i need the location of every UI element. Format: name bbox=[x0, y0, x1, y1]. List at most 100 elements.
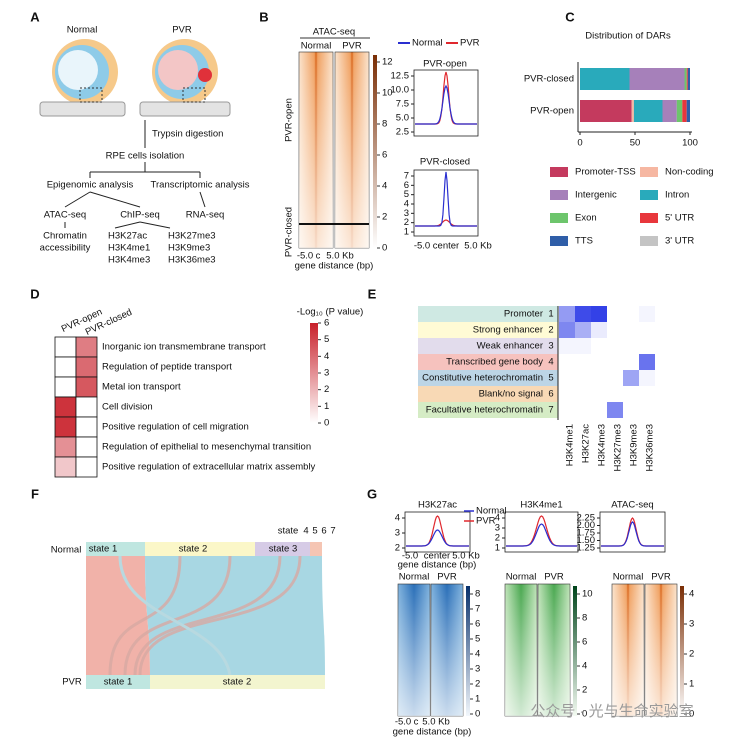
heat-cell bbox=[607, 370, 623, 386]
bar-segment bbox=[682, 100, 687, 122]
state-label: Transcribed gene body bbox=[446, 357, 543, 368]
watermark: 公众号 · 光与生命实验室 bbox=[530, 702, 693, 720]
heat-cell bbox=[623, 354, 639, 370]
state-label: state 3 bbox=[269, 544, 298, 555]
colorbar-tick-label: 6 bbox=[324, 318, 329, 329]
state-number: 5 bbox=[548, 373, 553, 384]
heat-cell bbox=[559, 370, 575, 386]
y-tick-label: 3 bbox=[404, 208, 409, 219]
legend-swatch bbox=[640, 213, 658, 223]
state-number: 5 bbox=[312, 526, 317, 537]
state-label: Promoter bbox=[504, 309, 543, 320]
colorbar bbox=[310, 323, 318, 423]
legend-label: 5' UTR bbox=[665, 213, 694, 224]
column-label: H3K36me3 bbox=[645, 424, 656, 472]
column-label: H3K27ac bbox=[581, 424, 592, 463]
bar-segment bbox=[687, 68, 690, 90]
y-tick-label: 2 bbox=[495, 533, 500, 544]
profile-curve bbox=[415, 84, 477, 125]
heat-cell bbox=[575, 338, 591, 354]
y-tick-label: 2 bbox=[395, 543, 400, 554]
flow-strand bbox=[123, 555, 232, 676]
colorbar-tick-label: 10 bbox=[582, 589, 593, 600]
column-label: PVR bbox=[544, 572, 564, 583]
flow bbox=[86, 556, 150, 675]
profile-frame bbox=[413, 69, 479, 137]
label: gene distance (bp) bbox=[295, 261, 374, 272]
profile-curve bbox=[406, 529, 469, 547]
column-label: H3K27me3 bbox=[613, 424, 624, 472]
heat-cell bbox=[75, 436, 98, 458]
state-number: 1 bbox=[548, 309, 553, 320]
bar-segment bbox=[633, 100, 663, 122]
y-tick-label: 4 bbox=[395, 513, 400, 524]
state-band bbox=[418, 322, 558, 338]
heat-cell bbox=[591, 354, 607, 370]
label: -5.0 bbox=[395, 717, 411, 728]
y-tick-label: 4 bbox=[495, 513, 500, 524]
legend-swatch bbox=[550, 236, 568, 246]
state-band bbox=[418, 370, 558, 386]
legend-label: PVR bbox=[460, 38, 480, 49]
colorbar-tick-label: 3 bbox=[689, 619, 694, 630]
heat-cell bbox=[575, 322, 591, 338]
colorbar-tick-label: 4 bbox=[324, 351, 329, 362]
profile-curve bbox=[506, 523, 577, 547]
label: Distribution of DARs bbox=[585, 31, 671, 42]
legend-label: Exon bbox=[575, 213, 597, 224]
heat-cell bbox=[639, 338, 655, 354]
colorbar-tick-label: 6 bbox=[382, 150, 387, 161]
term-label: Regulation of epithelial to mesenchymal … bbox=[102, 442, 311, 453]
state-number: 3 bbox=[548, 341, 553, 352]
profile-curve bbox=[506, 515, 577, 547]
label: accessibility bbox=[40, 243, 91, 254]
legend-label: 3' UTR bbox=[665, 236, 694, 247]
state-label: Blank/no signal bbox=[479, 389, 543, 400]
legend-label: TTS bbox=[575, 236, 593, 247]
y-tick-label: 4 bbox=[404, 199, 409, 210]
label: RPE cells isolation bbox=[106, 151, 185, 162]
label: center bbox=[424, 551, 450, 562]
heat-cell bbox=[639, 402, 655, 418]
term-label: Positive regulation of cell migration bbox=[102, 422, 249, 433]
heatmap-fade bbox=[505, 584, 537, 716]
colorbar-tick-label: 7 bbox=[475, 604, 480, 615]
label: gene distance (bp) bbox=[398, 560, 477, 571]
heat-cell bbox=[575, 370, 591, 386]
bar-segment bbox=[676, 100, 683, 122]
colorbar-tick-label: 0 bbox=[582, 709, 587, 720]
label: RNA-seq bbox=[186, 210, 225, 221]
row-label: PVR-closed bbox=[284, 207, 295, 257]
state-label: state 2 bbox=[179, 544, 208, 555]
heat-cell bbox=[75, 336, 98, 358]
y-tick-label: 7.5 bbox=[396, 99, 409, 110]
heat-cell bbox=[75, 456, 98, 478]
bar-segment bbox=[662, 100, 677, 122]
colorbar-tick-label: 4 bbox=[382, 181, 387, 192]
label: c bbox=[316, 251, 321, 262]
panel-label: C bbox=[565, 9, 575, 24]
heat-cell bbox=[559, 338, 575, 354]
state-label: state bbox=[278, 526, 299, 537]
row-label: PVR bbox=[62, 677, 82, 688]
heat-cell bbox=[575, 354, 591, 370]
bar-segment bbox=[684, 68, 687, 90]
legend-label: Promoter-TSS bbox=[575, 167, 636, 178]
label: H3K4me3 bbox=[108, 255, 150, 266]
colorbar-tick-label: 1 bbox=[689, 679, 694, 690]
x-tick-label: 100 bbox=[682, 138, 698, 149]
state-label: Constitutive heterochromatin bbox=[422, 373, 543, 384]
label: H3K27ac bbox=[108, 231, 147, 242]
heat-cell bbox=[559, 322, 575, 338]
heat-cell bbox=[639, 322, 655, 338]
label: H3K27ac bbox=[418, 500, 457, 511]
heat-cell bbox=[575, 402, 591, 418]
heat-cell bbox=[607, 322, 623, 338]
label: Normal bbox=[301, 41, 332, 52]
state-number: 7 bbox=[548, 405, 553, 416]
panel-label: G bbox=[367, 486, 377, 501]
label: ATAC-seq bbox=[313, 27, 355, 38]
panel-label: B bbox=[259, 9, 268, 24]
label: 5.0 Kb bbox=[464, 241, 491, 252]
